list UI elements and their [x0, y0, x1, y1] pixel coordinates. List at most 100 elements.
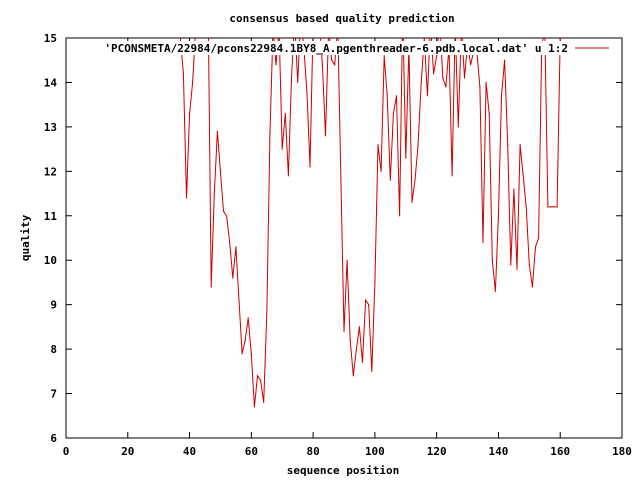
x-tick-label: 80: [306, 445, 319, 458]
series-line: [124, 38, 561, 407]
data-point: [500, 95, 503, 97]
data-point: [433, 73, 435, 75]
data-point: [516, 268, 518, 270]
data-point: [250, 353, 252, 355]
data-point: [386, 95, 388, 97]
data-point: [244, 339, 246, 341]
data-point: [525, 206, 527, 208]
data-point: [235, 246, 237, 248]
data-point: [287, 175, 289, 177]
data-point: [510, 264, 512, 266]
data-point: [324, 135, 327, 137]
data-point: [275, 64, 277, 66]
data-point: [420, 81, 422, 83]
data-point: [405, 157, 407, 159]
x-tick-label: 140: [489, 445, 509, 458]
data-point: [494, 290, 496, 292]
data-point: [559, 38, 561, 39]
data-point: [216, 130, 218, 132]
plot-axes: [65, 37, 623, 439]
data-point: [189, 113, 191, 115]
data-point: [266, 313, 268, 315]
data-point: [553, 206, 555, 208]
x-axis-label: sequence position: [287, 464, 400, 477]
data-point: [124, 38, 126, 39]
data-point: [192, 81, 194, 83]
x-tick-label: 40: [183, 445, 196, 458]
data-point: [232, 277, 234, 279]
plot-frame: [65, 37, 623, 439]
y-tick-label: 10: [44, 254, 57, 267]
data-point: [504, 59, 506, 61]
data-point: [182, 73, 184, 75]
y-tick-label: 7: [50, 388, 57, 401]
data-point: [389, 179, 391, 181]
data-point: [547, 206, 549, 208]
data-point: [368, 304, 370, 306]
y-tick-label: 11: [44, 210, 58, 223]
legend-label: 'PCONSMETA/22984/pcons22984.1BY8_A.pgent…: [104, 42, 568, 55]
data-point: [281, 148, 283, 150]
data-point: [445, 86, 447, 88]
data-point: [269, 135, 271, 137]
y-tick-label: 6: [50, 432, 57, 445]
data-point: [550, 206, 552, 208]
data-point: [463, 77, 466, 79]
data-point: [309, 166, 311, 168]
y-tick-label: 12: [44, 165, 57, 178]
data-point: [488, 113, 490, 115]
data-point: [377, 144, 379, 146]
axis-ticks: 0 20 40 60 80 100 120 140 160 180 6 7 8 9 10 11 12 13 14 15: [44, 32, 632, 458]
data-point: [213, 193, 215, 195]
data-point: [185, 197, 188, 199]
data-point: [531, 286, 534, 288]
data-point: [392, 113, 394, 115]
x-tick-label: 0: [63, 445, 70, 458]
y-tick-label: 13: [44, 121, 57, 134]
data-point: [284, 113, 286, 115]
data-point: [482, 241, 484, 243]
y-tick-label: 15: [44, 32, 57, 45]
data-point: [426, 95, 428, 97]
data-point: [538, 237, 540, 239]
data-point: [395, 95, 398, 97]
data-point: [226, 215, 228, 217]
data-point: [346, 259, 348, 261]
data-point: [355, 348, 357, 350]
data-point: [340, 179, 342, 181]
chart-title: consensus based quality prediction: [229, 12, 454, 25]
data-point: [485, 81, 487, 83]
data-point: [497, 215, 499, 217]
data-point: [479, 86, 481, 88]
data-point: [179, 38, 181, 39]
data-point: [528, 264, 530, 266]
x-tick-label: 180: [612, 445, 632, 458]
y-tick-label: 9: [50, 299, 57, 312]
data-point: [263, 401, 265, 403]
data-point: [219, 170, 221, 172]
data-point: [417, 144, 419, 146]
legend-background: [78, 41, 572, 55]
data-point: [414, 179, 416, 181]
x-tick-label: 120: [427, 445, 447, 458]
data-point: [321, 64, 323, 66]
data-point: [349, 339, 351, 341]
data-point: [371, 370, 373, 372]
data-point: [331, 59, 333, 61]
data-point: [423, 38, 425, 39]
data-point: [383, 55, 385, 57]
data-point: [247, 317, 249, 319]
x-tick-label: 60: [245, 445, 258, 458]
data-point: [513, 188, 515, 190]
data-point: [457, 126, 459, 128]
legend: 'PCONSMETA/22984/pcons22984.1BY8_A.pgent…: [78, 41, 609, 55]
data-point: [238, 299, 240, 301]
data-point: [210, 286, 212, 288]
y-axis-label: quality: [19, 214, 32, 261]
x-tick-label: 160: [550, 445, 570, 458]
data-point: [365, 299, 367, 301]
data-point: [361, 361, 364, 363]
data-point: [229, 241, 231, 243]
